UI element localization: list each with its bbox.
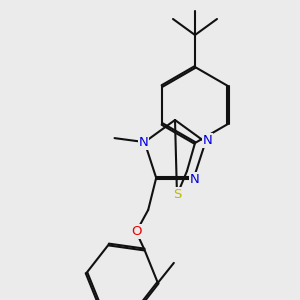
Text: O: O <box>131 225 141 239</box>
Text: S: S <box>173 188 181 202</box>
Text: N: N <box>139 136 148 148</box>
Text: N: N <box>190 173 200 186</box>
Text: N: N <box>202 134 212 147</box>
